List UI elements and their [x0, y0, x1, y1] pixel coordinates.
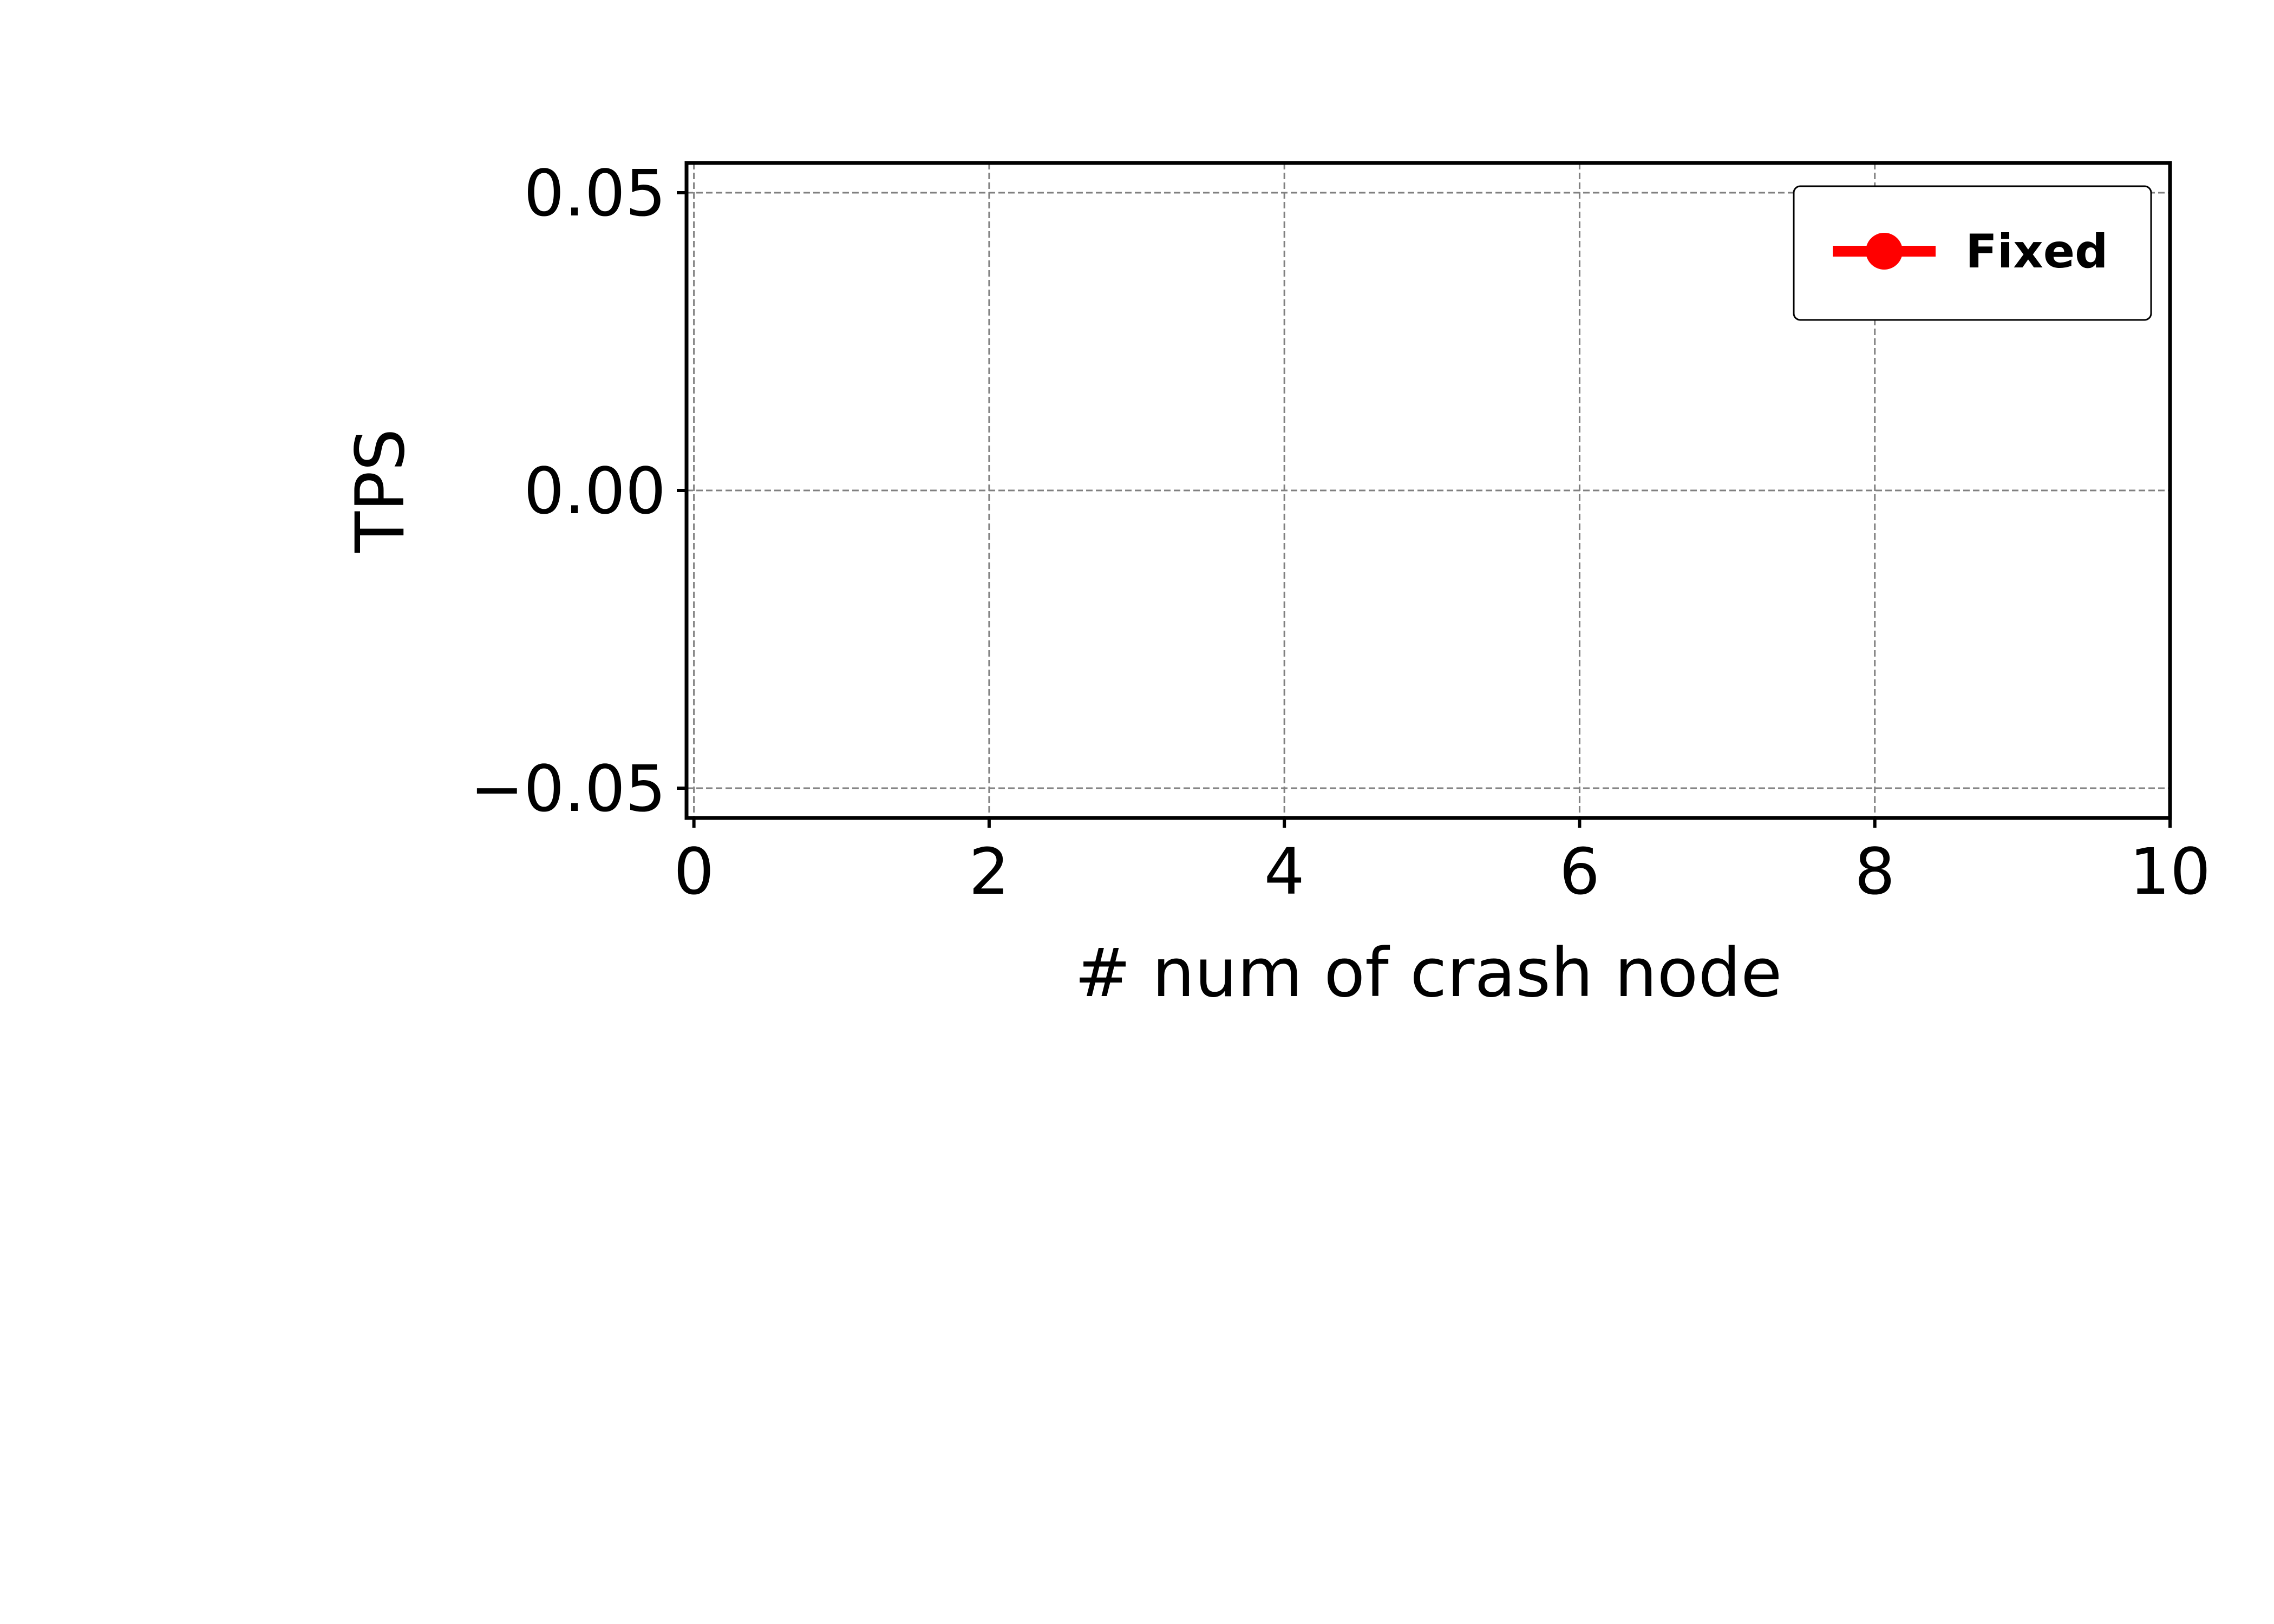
- y-tick-label-0: −0.05: [470, 751, 666, 826]
- legend: Fixed: [1793, 185, 2152, 321]
- legend-label-fixed: Fixed: [1965, 225, 2108, 279]
- x-tick-label-0: 0: [674, 834, 714, 909]
- x-tick-label-2: 4: [1264, 834, 1305, 909]
- x-axis-label: # num of crash node: [1075, 934, 1782, 1012]
- y-axis-label: TPS: [342, 428, 420, 553]
- y-tick-label-1: 0.00: [524, 454, 666, 528]
- y-tick-label-2: 0.05: [524, 156, 666, 231]
- legend-box: [1793, 185, 2152, 321]
- x-tick-label-4: 8: [1854, 834, 1895, 909]
- x-tick-label-1: 2: [969, 834, 1009, 909]
- x-tick-label-3: 6: [1559, 834, 1600, 909]
- axis-ticks: 0 2 4 6 8 10 −0.05 0.00 0.05: [470, 156, 2211, 909]
- legend-marker-fixed: [1866, 233, 1903, 270]
- x-tick-label-5: 10: [2129, 834, 2211, 909]
